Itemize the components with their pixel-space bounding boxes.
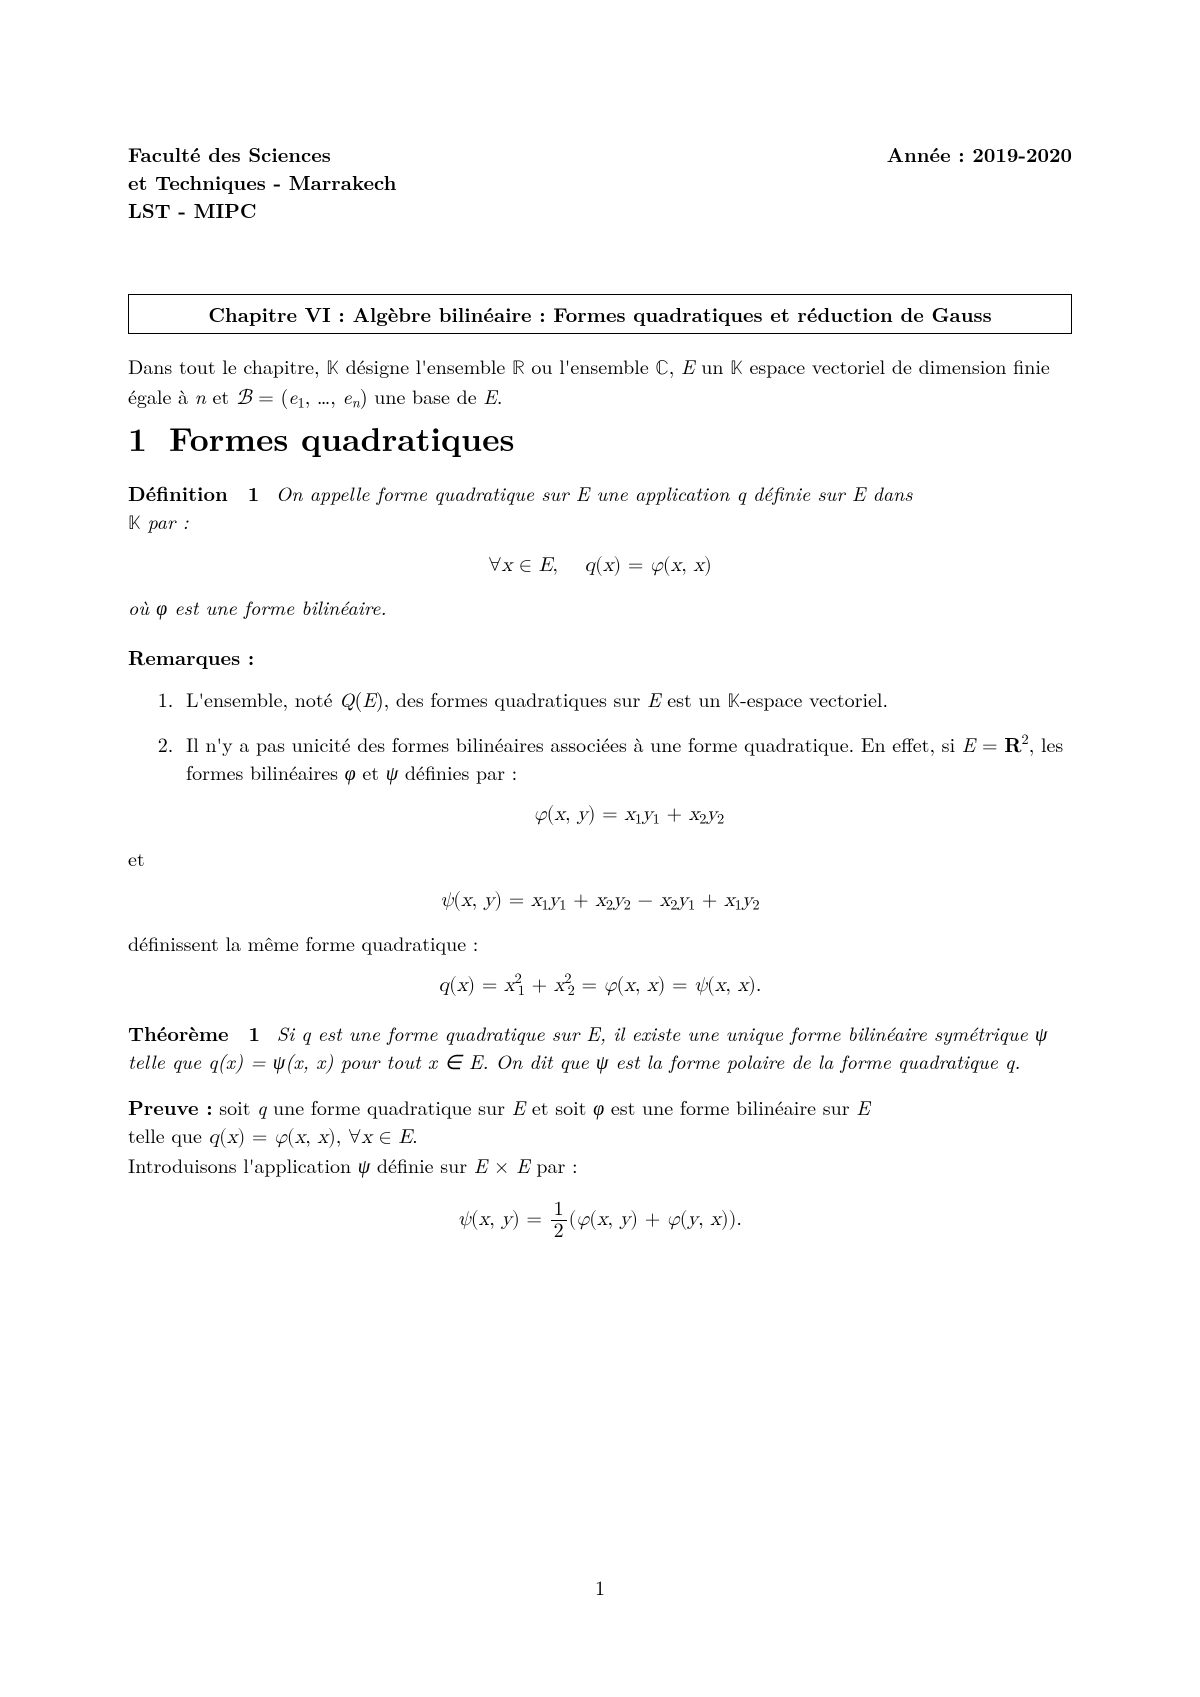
proof-text: soit bbox=[213, 1092, 258, 1121]
definition-footer-text: est une forme bilinéaire. bbox=[167, 592, 386, 621]
chapter-title-box: Chapitre VI : Algèbre bilinéaire : Forme… bbox=[128, 294, 1072, 334]
definition-text: On appelle forme quadratique sur bbox=[276, 478, 576, 507]
academic-year: Année : 2019-2020 bbox=[887, 140, 1072, 168]
remark-text: est un bbox=[661, 684, 728, 713]
proof-equation: ψ(x, y) = 12(φ(x, y) + φ(y, x)). bbox=[128, 1199, 1072, 1242]
institution-block: Faculté des Sciences et Techniques - Mar… bbox=[128, 140, 396, 224]
intro-text: désigne l'ensemble bbox=[339, 351, 512, 380]
symbol-C: ℂ bbox=[655, 358, 668, 378]
definition-label: Définition bbox=[128, 478, 228, 507]
institution-line-1: Faculté des Sciences bbox=[128, 140, 396, 168]
remark-item-1: L'ensemble, noté Q(E), des formes quadra… bbox=[180, 685, 1072, 715]
remark-text: effet, si bbox=[892, 729, 962, 758]
definition-number: 1 bbox=[248, 478, 260, 507]
theorem-body: Si q est une forme quadratique sur E, il… bbox=[128, 1018, 1047, 1075]
intro-text: = (e1, …, en) une base de bbox=[252, 381, 484, 410]
proof-text: une forme quadratique sur bbox=[266, 1092, 511, 1121]
fraction-denominator: 2 bbox=[551, 1220, 567, 1242]
symbol-R: ℝ bbox=[512, 358, 525, 378]
remark-text: -espace vectoriel. bbox=[740, 684, 888, 713]
symbol-K: 𝕂 bbox=[730, 358, 743, 378]
section-number: 1 bbox=[128, 415, 147, 461]
institution-line-2: et Techniques - Marrakech bbox=[128, 168, 396, 196]
remark-text: L'ensemble, noté bbox=[186, 684, 339, 713]
intro-text: espace vectoriel bbox=[743, 351, 885, 380]
proof-text: Introduisons l'application ψ définie sur… bbox=[128, 1150, 578, 1179]
remark-et: et bbox=[128, 844, 1072, 872]
definition-block: Définition 1 On appelle forme quadratiqu… bbox=[128, 479, 1072, 537]
symbol-n: n bbox=[195, 381, 206, 410]
proof-text: et soit bbox=[525, 1092, 593, 1121]
page-number: 1 bbox=[0, 1573, 1200, 1601]
definition-body: On appelle forme quadratique sur E une a… bbox=[276, 478, 913, 507]
proof-label: Preuve : bbox=[128, 1092, 213, 1121]
fraction-numerator: 1 bbox=[551, 1199, 567, 1220]
proof-text: telle que bbox=[128, 1120, 209, 1149]
definition-body-line2: par : bbox=[147, 506, 188, 535]
remark-text: définies par : bbox=[398, 757, 517, 786]
remark-text: , des formes quadratiques sur bbox=[384, 684, 647, 713]
intro-text: Dans tout le chapitre, bbox=[128, 351, 326, 380]
remark-equation-2: ψ(x, y) = x1y1 + x2y2 − x2y1 + x1y2 bbox=[128, 884, 1072, 916]
definition-text: dans bbox=[865, 478, 912, 507]
symbol-E: E bbox=[681, 351, 695, 380]
remarks-header: Remarques : bbox=[128, 643, 1072, 671]
intro-text: . bbox=[497, 381, 503, 410]
remarks-list: L'ensemble, noté Q(E), des formes quadra… bbox=[128, 685, 1072, 830]
remark-text: Il n'y a pas unicité des formes bilinéai… bbox=[186, 729, 886, 758]
theorem-label: Théorème bbox=[128, 1018, 229, 1047]
definition-equation: ∀x ∈ E, q(x) = φ(x, x) bbox=[128, 549, 1072, 579]
definition-text: une application bbox=[589, 478, 736, 507]
document-header: Faculté des Sciences et Techniques - Mar… bbox=[128, 140, 1072, 224]
definition-text: définie sur bbox=[746, 478, 852, 507]
remark-item-2: Il n'y a pas unicité des formes bilinéai… bbox=[180, 729, 1072, 830]
intro-text: , bbox=[669, 351, 681, 380]
symbol-B: ℬ bbox=[236, 387, 252, 409]
symbol-K: 𝕂 bbox=[326, 358, 339, 378]
proof-block: Preuve : soit q une forme quadratique su… bbox=[128, 1093, 1072, 1179]
institution-line-3: LST - MIPC bbox=[128, 196, 396, 224]
symbol-K: 𝕂 bbox=[128, 513, 141, 533]
intro-paragraph: Dans tout le chapitre, 𝕂 désigne l'ensem… bbox=[128, 352, 1072, 413]
proof-text: est une forme bilinéaire sur bbox=[604, 1092, 856, 1121]
definition-footer-text: où bbox=[128, 592, 156, 621]
theorem-block: Théorème 1 Si q est une forme quadratiqu… bbox=[128, 1019, 1072, 1075]
section-title-text: Formes quadratiques bbox=[169, 414, 514, 461]
intro-text: ou l'ensemble bbox=[525, 351, 656, 380]
intro-text: et bbox=[206, 381, 236, 410]
remark-equation-1: φ(x, y) = x1y1 + x2y2 bbox=[186, 798, 1072, 830]
section-heading: 1 Formes quadratiques bbox=[128, 415, 1072, 461]
symbol-E: E bbox=[483, 381, 497, 410]
theorem-number: 1 bbox=[249, 1018, 261, 1047]
remark-conclusion: définissent la même forme quadratique : bbox=[128, 929, 1072, 957]
remark-equation-3: q(x) = x21 + x22 = φ(x, x) = ψ(x, x). bbox=[128, 969, 1072, 1001]
remark-text: et bbox=[356, 757, 386, 786]
definition-footer: où φ est une forme bilinéaire. bbox=[128, 593, 1072, 621]
